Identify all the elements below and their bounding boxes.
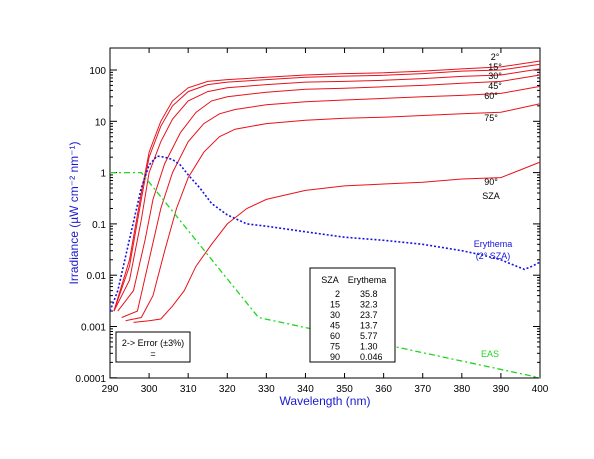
series-line-7 [109, 155, 541, 312]
table-cell-sza: 15 [330, 300, 340, 310]
y-tick-label: 0.001 [81, 323, 106, 334]
series-line-0 [113, 60, 541, 312]
table-header-erythema: Erythema [348, 275, 387, 285]
y-tick-label: 0.0001 [75, 374, 106, 385]
series-line-6 [133, 161, 541, 323]
y-axis-title: Irradiance (µW cm⁻² nm⁻¹) [67, 142, 81, 285]
x-tick-label: 290 [102, 384, 119, 395]
table-cell-sza: 90 [330, 352, 340, 362]
table-cell-erythema: 32.3 [360, 300, 378, 310]
series-line-4 [121, 85, 541, 318]
table-cell-erythema: 1.30 [360, 342, 378, 352]
sza-label: 75° [484, 113, 498, 123]
x-tick-label: 380 [453, 384, 470, 395]
x-tick-label: 390 [493, 384, 510, 395]
table-cell-sza: 2 [335, 289, 340, 299]
x-tick-label: 300 [141, 384, 158, 395]
sza-label: 15° [488, 62, 502, 72]
series-line-2 [113, 68, 541, 312]
curve-labels: 2°15°30°45°60° 75° 90° SZA Erythema (2° SZA) E… [474, 52, 513, 359]
series-line-3 [117, 74, 541, 312]
x-tick-label: 360 [375, 384, 392, 395]
table-cell-erythema: 5.77 [360, 331, 378, 341]
sza-label: 60° [484, 91, 498, 101]
table-cell-erythema: 35.8 [360, 289, 378, 299]
sza-title: SZA [482, 191, 500, 201]
table-cell-sza: 60 [330, 331, 340, 341]
error-legend-box: 2-> Error (±3%) = [115, 331, 191, 363]
table-cell-sza: 45 [330, 321, 340, 331]
x-tick-label: 400 [532, 384, 549, 395]
table-cell-sza: 75 [330, 342, 340, 352]
sza-label: 30° [488, 71, 502, 81]
chart-series [109, 60, 541, 379]
x-tick-label: 330 [258, 384, 275, 395]
eas-label: EAS [481, 349, 499, 359]
x-tick-label: 350 [336, 384, 353, 395]
table-cell-erythema: 0.046 [360, 352, 383, 362]
table-cell-erythema: 13.7 [360, 321, 378, 331]
y-tick-label: 0.01 [87, 271, 107, 282]
y-tick-label: 100 [89, 66, 106, 77]
error-legend-line-2: = [150, 349, 155, 359]
sza-label: 45° [488, 81, 502, 91]
erythema-table-body: SZA Erythema 2 35.8 15 32.3 30 23.7 45 13.7 60 5.77… [321, 275, 386, 362]
axis-ticks: 290 300 310 320 330 340 350 360 370 380 390 4000.00… [75, 48, 549, 395]
y-tick-label: 10 [95, 117, 107, 128]
erythema-table: SZA Erythema 2 35.8 15 32.3 30 23.7 45 13.7 60 5.77… [309, 267, 396, 363]
table-cell-erythema: 23.7 [360, 310, 378, 320]
series-line-8 [110, 171, 541, 379]
x-tick-label: 370 [414, 384, 431, 395]
erythema-sublabel: (2° SZA) [476, 251, 511, 261]
erythema-label: Erythema [474, 239, 513, 249]
y-tick-label: 1 [100, 169, 106, 180]
y-tick-label: 0.1 [92, 220, 106, 231]
table-cell-sza: 30 [330, 310, 340, 320]
x-tick-label: 320 [219, 384, 236, 395]
table-header-sza: SZA [321, 275, 339, 285]
sza-label: 90° [484, 177, 498, 187]
x-axis-title: Wavelength (nm) [280, 394, 371, 408]
series-line-5 [125, 103, 541, 322]
error-legend-line-1: 2-> Error (±3%) [122, 338, 184, 348]
x-tick-label: 310 [180, 384, 197, 395]
x-tick-label: 340 [297, 384, 314, 395]
sza-label: 2° [491, 52, 500, 62]
plot-frame [109, 47, 541, 379]
